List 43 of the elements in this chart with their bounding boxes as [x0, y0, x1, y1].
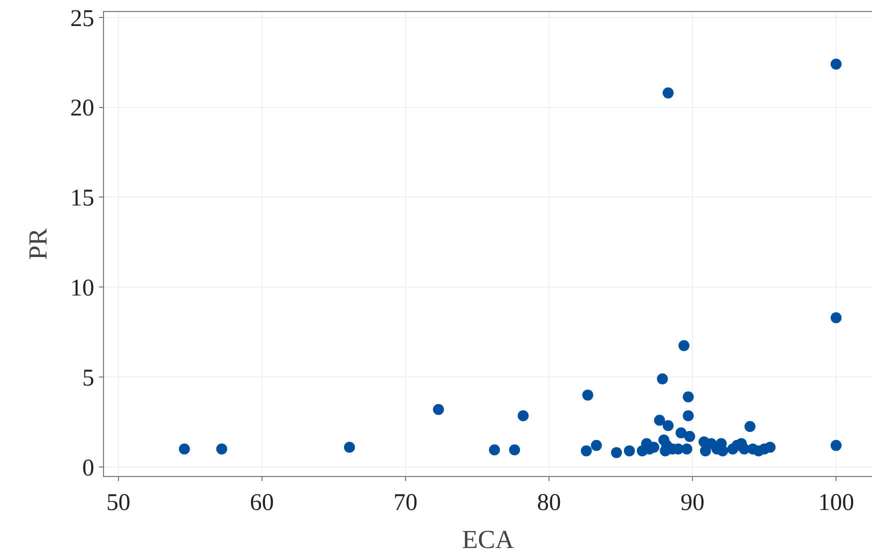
point [662, 420, 674, 432]
point [580, 445, 592, 456]
point [518, 410, 529, 422]
y-axis-title: PR [24, 227, 53, 260]
point [684, 430, 696, 442]
x-tick-label: 90 [680, 490, 705, 516]
point [678, 340, 690, 352]
point [662, 87, 674, 98]
point [744, 421, 756, 432]
point [682, 391, 694, 402]
y-tick-label: 20 [70, 96, 94, 122]
point [216, 444, 228, 455]
point [830, 58, 842, 70]
point [610, 447, 622, 458]
y-tick-label: 25 [70, 6, 94, 32]
y-tick-label: 10 [70, 276, 94, 302]
x-tick-label: 100 [818, 490, 854, 516]
point [344, 442, 355, 453]
x-tick-label: 50 [106, 490, 130, 516]
point [830, 440, 842, 451]
point [682, 410, 694, 422]
point [656, 373, 668, 384]
point [676, 427, 687, 438]
point [681, 444, 692, 455]
point [582, 390, 594, 401]
x-axis-title: ECA [462, 525, 514, 554]
x-tick-label: 60 [250, 490, 274, 516]
point [432, 404, 444, 415]
point [178, 444, 190, 455]
point [764, 442, 776, 453]
point [590, 440, 602, 451]
y-tick-label: 0 [82, 455, 94, 482]
x-tick-label: 70 [393, 490, 418, 516]
x-tick-label: 80 [537, 490, 562, 516]
point [654, 414, 666, 426]
point [700, 445, 711, 456]
y-tick-label: 15 [70, 186, 94, 212]
point [717, 445, 728, 456]
point [509, 444, 520, 456]
point [624, 445, 635, 456]
point [488, 444, 500, 456]
point [830, 312, 842, 324]
y-tick-label: 5 [82, 365, 94, 392]
